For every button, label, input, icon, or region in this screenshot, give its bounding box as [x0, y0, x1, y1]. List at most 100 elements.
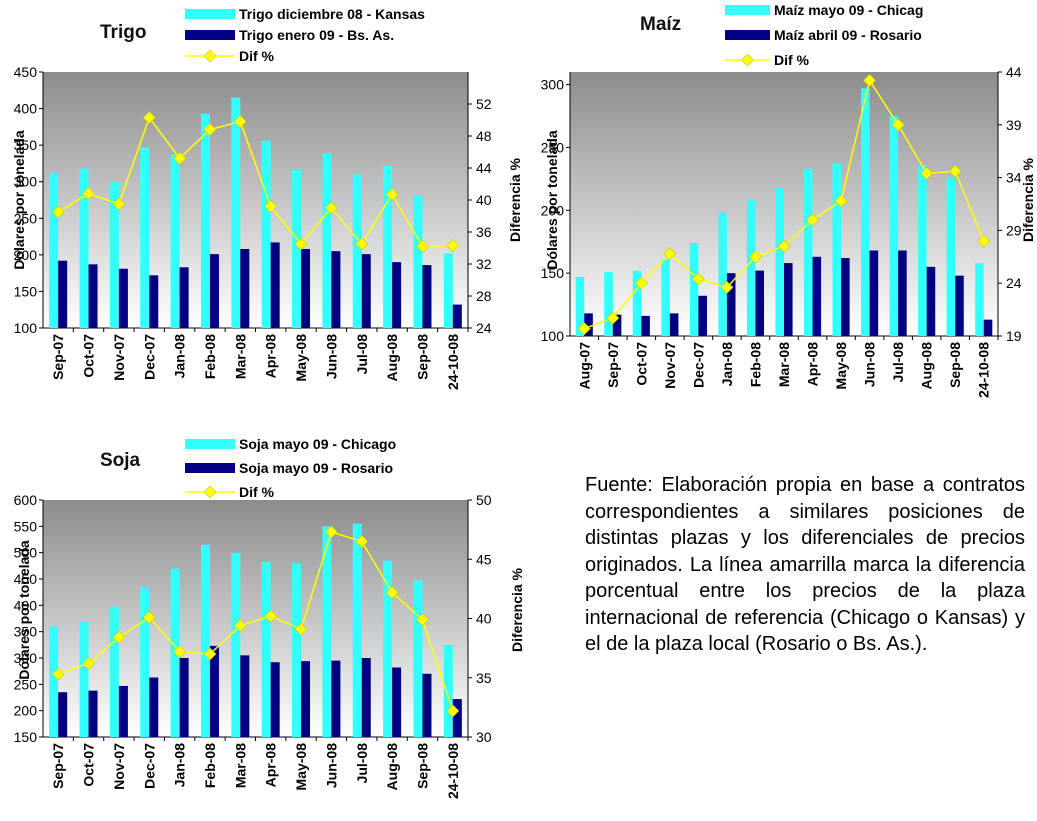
dif-point	[203, 123, 217, 137]
y2-tick-label: 40	[476, 192, 492, 208]
bar-soja-intl	[231, 552, 241, 737]
legend-swatch-intl	[725, 5, 770, 15]
dif-point	[446, 704, 460, 718]
bar-maiz-local	[869, 250, 879, 336]
dif-point	[948, 164, 962, 178]
dif-point	[142, 610, 156, 624]
legend-label-intl: Trigo diciembre 08 - Kansas	[239, 6, 425, 22]
y-tick-label: 550	[14, 518, 38, 534]
bar-maiz-intl	[689, 242, 699, 336]
bar-soja-local	[270, 662, 280, 737]
dif-point	[51, 667, 65, 681]
bar-trigo-intl	[49, 172, 59, 328]
bar-soja-local	[88, 690, 98, 737]
x-tick-label: Dec-07	[141, 743, 157, 789]
legend-label-dif: Dif %	[239, 48, 275, 64]
y2-tick-label: 45	[476, 551, 492, 567]
dif-point	[355, 535, 369, 548]
bar-trigo-local	[209, 254, 219, 328]
x-tick-label: Nov-07	[111, 743, 127, 790]
bar-soja-intl	[352, 523, 362, 737]
x-tick-label: Aug-08	[384, 334, 400, 382]
y-tick-label: 150	[14, 283, 38, 299]
dif-point	[294, 237, 308, 251]
dif-point	[777, 239, 791, 253]
y2-tick-label: 28	[476, 288, 492, 304]
dif-point	[233, 115, 247, 129]
y2-tick-label: 40	[476, 611, 492, 627]
x-tick-label: Oct-07	[633, 342, 649, 386]
x-tick-label: Sep-07	[605, 342, 621, 388]
bar-maiz-intl	[946, 177, 956, 336]
bar-trigo-intl	[170, 154, 180, 328]
x-tick-label: Jun-08	[323, 743, 339, 788]
bar-soja-intl	[79, 621, 89, 737]
dif-point	[977, 234, 991, 248]
bar-soja-intl	[109, 606, 119, 737]
bar-trigo-intl	[140, 147, 150, 328]
dif-point	[891, 118, 905, 132]
x-tick-label: Apr-08	[263, 334, 279, 379]
bar-trigo-intl	[322, 153, 332, 328]
x-tick-label: Nov-07	[662, 342, 678, 389]
y-tick-label: 150	[14, 729, 38, 745]
y2-tick-label: 24	[476, 320, 492, 336]
bar-maiz-intl	[661, 259, 670, 336]
legend-swatch-local	[185, 30, 235, 40]
bar-maiz-local	[983, 319, 993, 336]
legend-marker-dif	[203, 485, 217, 499]
y2-tick-label: 50	[476, 492, 492, 508]
bar-trigo-intl	[109, 181, 119, 328]
dif-point	[51, 205, 65, 219]
y-tick-label: 200	[541, 202, 565, 218]
legend-marker-dif	[203, 49, 217, 63]
x-tick-label: Jul-08	[890, 342, 906, 383]
bar-maiz-intl	[861, 88, 870, 336]
legend-label-dif: Dif %	[239, 484, 275, 500]
dif-point	[385, 586, 399, 599]
y-tick-label: 450	[14, 64, 38, 80]
dif-point	[863, 74, 877, 87]
x-tick-label: May-08	[293, 334, 309, 382]
bar-trigo-intl	[443, 253, 453, 328]
x-tick-label: Mar-08	[232, 334, 248, 379]
legend-swatch-intl	[185, 9, 235, 19]
x-tick-label: 24-10-08	[445, 334, 461, 390]
dif-point	[355, 237, 369, 251]
dif-point	[749, 250, 762, 264]
bar-trigo-local	[118, 268, 128, 328]
bar-maiz-local	[841, 258, 850, 336]
bar-soja-local	[240, 655, 250, 737]
y-tick-label: 400	[14, 597, 38, 613]
bar-maiz-local	[612, 314, 622, 336]
dif-point	[416, 613, 429, 627]
x-tick-label: May-08	[833, 342, 849, 390]
x-tick-label: Aug-07	[576, 342, 592, 390]
bar-trigo-local	[149, 275, 159, 328]
bar-maiz-local	[669, 313, 679, 336]
y-tick-label: 100	[14, 320, 38, 336]
x-tick-label: 24-10-08	[976, 342, 992, 398]
y-tick-label: 250	[14, 210, 38, 226]
bar-maiz-intl	[632, 270, 642, 336]
dif-point	[203, 647, 217, 661]
bar-soja-local	[301, 661, 311, 737]
x-tick-label: Jan-08	[719, 342, 735, 387]
x-tick-label: Feb-08	[202, 334, 218, 379]
bar-trigo-intl	[352, 174, 362, 328]
x-tick-label: Sep-08	[947, 342, 963, 388]
y2-tick-label: 48	[476, 128, 492, 144]
dif-point	[920, 166, 934, 180]
x-tick-label: Apr-08	[263, 743, 279, 788]
x-tick-label: Aug-08	[384, 743, 400, 791]
legend-label-dif: Dif %	[774, 52, 810, 68]
y2-tick-label: 32	[476, 256, 492, 272]
legend-marker-dif	[741, 53, 754, 67]
bar-trigo-local	[58, 260, 68, 328]
dif-point	[324, 201, 338, 215]
bar-trigo-local	[240, 249, 250, 328]
x-tick-label: Oct-07	[81, 743, 97, 787]
bar-trigo-local	[179, 267, 189, 328]
y-tick-label: 500	[14, 545, 38, 561]
